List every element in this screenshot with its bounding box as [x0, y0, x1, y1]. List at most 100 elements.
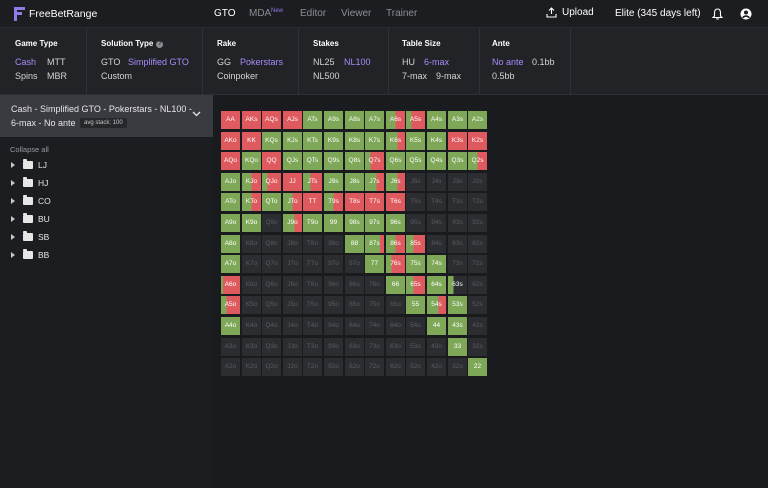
hand-cell[interactable]: J8s [345, 173, 364, 191]
hand-cell[interactable]: A3o [221, 338, 240, 356]
hand-cell[interactable]: T7o [303, 255, 322, 273]
hand-cell[interactable]: Q2o [262, 358, 281, 376]
option-9-max[interactable]: 9-max [436, 71, 462, 81]
hand-cell[interactable]: TT [303, 193, 322, 211]
option-nl25[interactable]: NL25 [313, 57, 335, 67]
hand-cell[interactable]: 87s [365, 235, 384, 253]
hand-cell[interactable]: 97o [324, 255, 343, 273]
hand-cell[interactable]: K2o [242, 358, 261, 376]
hand-cell[interactable]: 52s [468, 296, 487, 314]
hand-cell[interactable]: 64s [427, 276, 446, 294]
hand-cell[interactable]: Q7s [365, 152, 384, 170]
hand-cell[interactable]: 73o [365, 338, 384, 356]
hand-cell[interactable]: A4o [221, 317, 240, 335]
hand-cell[interactable]: J4s [427, 173, 446, 191]
hand-cell[interactable]: A3s [448, 111, 467, 129]
hand-cell[interactable]: AA [221, 111, 240, 129]
option-7-max[interactable]: 7-max [402, 71, 428, 81]
hand-cell[interactable]: 54o [406, 317, 425, 335]
hand-cell[interactable]: T9s [324, 193, 343, 211]
hand-cell[interactable]: 62s [468, 276, 487, 294]
hand-cell[interactable]: 92o [324, 358, 343, 376]
hand-cell[interactable]: 32o [448, 358, 467, 376]
tab-mda[interactable]: MDA [249, 8, 272, 19]
hand-cell[interactable]: J6o [283, 276, 302, 294]
hand-cell[interactable]: 43o [427, 338, 446, 356]
option-pokerstars[interactable]: Pokerstars [240, 57, 284, 67]
tree-item-co[interactable]: CO [10, 195, 51, 207]
hand-cell[interactable]: 76o [365, 276, 384, 294]
tab-editor[interactable]: Editor [300, 8, 327, 19]
hand-cell[interactable]: 93s [448, 214, 467, 232]
hand-cell[interactable]: 87o [345, 255, 364, 273]
hand-cell[interactable]: K3s [448, 132, 467, 150]
hand-cell[interactable]: K8o [242, 235, 261, 253]
tree-item-lj[interactable]: LJ [10, 159, 47, 171]
option-nl500[interactable]: NL500 [313, 71, 340, 81]
hand-cell[interactable]: 75o [365, 296, 384, 314]
option-gto[interactable]: GTO [101, 57, 121, 67]
hand-cell[interactable]: J2o [283, 358, 302, 376]
hand-cell[interactable]: J3o [283, 338, 302, 356]
hand-cell[interactable]: 55 [406, 296, 425, 314]
hand-cell[interactable]: T6s [386, 193, 405, 211]
hand-cell[interactable]: 63o [386, 338, 405, 356]
subscription-status[interactable]: Elite (345 days left) [615, 8, 701, 19]
hand-cell[interactable]: A5s [406, 111, 425, 129]
collapse-all-link[interactable]: Collapse all [10, 145, 49, 154]
hand-cell[interactable]: 85s [406, 235, 425, 253]
tree-item-hj[interactable]: HJ [10, 177, 48, 189]
hand-cell[interactable]: K5o [242, 296, 261, 314]
hand-cell[interactable]: Q9s [324, 152, 343, 170]
hand-cell[interactable]: T9o [303, 214, 322, 232]
hand-cell[interactable]: T8s [345, 193, 364, 211]
hand-cell[interactable]: 86o [345, 276, 364, 294]
hand-cell[interactable]: 75s [406, 255, 425, 273]
hand-cell[interactable]: 22 [468, 358, 487, 376]
hand-cell[interactable]: KJs [283, 132, 302, 150]
hand-cell[interactable]: T5s [406, 193, 425, 211]
hand-cell[interactable]: QTs [303, 152, 322, 170]
hand-cell[interactable]: T3o [303, 338, 322, 356]
hand-cell[interactable]: Q4s [427, 152, 446, 170]
hand-cell[interactable]: 86s [386, 235, 405, 253]
hand-cell[interactable]: 85o [345, 296, 364, 314]
hand-cell[interactable]: K4s [427, 132, 446, 150]
hand-cell[interactable]: AJo [221, 173, 240, 191]
hand-cell[interactable]: 72o [365, 358, 384, 376]
tree-item-bb[interactable]: BB [10, 249, 49, 261]
bell-icon[interactable] [712, 8, 723, 20]
hand-cell[interactable]: J6s [386, 173, 405, 191]
hand-cell[interactable]: T3s [448, 193, 467, 211]
hand-cell[interactable]: K6s [386, 132, 405, 150]
option-nl100[interactable]: NL100 [344, 57, 371, 67]
tab-gto[interactable]: GTO [214, 8, 236, 19]
user-circle-icon[interactable] [740, 8, 752, 20]
option-simplified-gto[interactable]: Simplified GTO [128, 57, 189, 67]
tree-item-bu[interactable]: BU [10, 213, 50, 225]
hand-cell[interactable]: 99 [324, 214, 343, 232]
hand-cell[interactable]: KQs [262, 132, 281, 150]
hand-cell[interactable]: K3o [242, 338, 261, 356]
upload-button[interactable]: Upload [546, 7, 594, 18]
hand-cell[interactable]: A9s [324, 111, 343, 129]
hand-cell[interactable]: Q8o [262, 235, 281, 253]
hand-cell[interactable]: JTs [303, 173, 322, 191]
hand-cell[interactable]: J5o [283, 296, 302, 314]
hand-cell[interactable]: K7o [242, 255, 261, 273]
hand-cell[interactable]: K4o [242, 317, 261, 335]
hand-cell[interactable]: AJs [283, 111, 302, 129]
hand-cell[interactable]: J8o [283, 235, 302, 253]
hand-cell[interactable]: A6o [221, 276, 240, 294]
hand-cell[interactable]: T4s [427, 193, 446, 211]
hand-cell[interactable]: Q9o [262, 214, 281, 232]
hand-cell[interactable]: KTs [303, 132, 322, 150]
option-cash[interactable]: Cash [15, 57, 37, 67]
hand-cell[interactable]: K8s [345, 132, 364, 150]
option-mbr[interactable]: MBR [47, 71, 67, 81]
hand-cell[interactable]: Q8s [345, 152, 364, 170]
hand-cell[interactable]: 32s [468, 338, 487, 356]
hand-cell[interactable]: 77 [365, 255, 384, 273]
option-custom[interactable]: Custom [101, 71, 133, 81]
hand-cell[interactable]: 92s [468, 214, 487, 232]
